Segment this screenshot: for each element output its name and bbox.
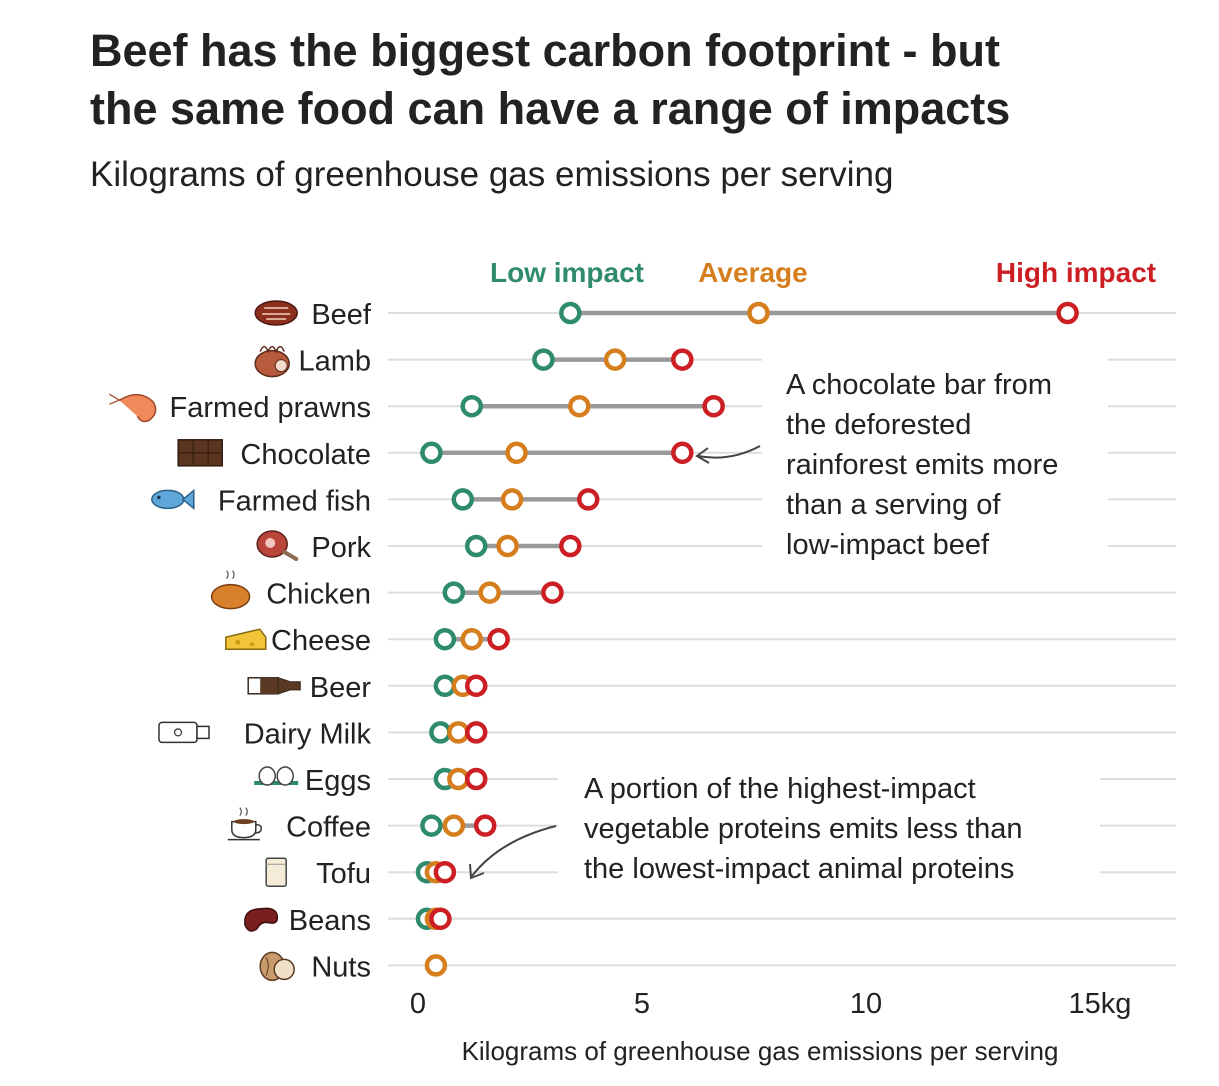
chocolate-bar-icon (177, 439, 223, 467)
category-label: Beer (310, 672, 372, 704)
chart-title: Beef has the biggest carbon footprint - … (90, 22, 1190, 138)
high-impact-point (464, 767, 488, 791)
annotations: A chocolate bar from the deforested rainfo… (469, 369, 1058, 885)
bean-icon (244, 907, 279, 932)
nut-icon (259, 951, 295, 982)
annotation-chocolate-arrowhead (695, 447, 710, 464)
milk-bottle-icon (158, 721, 210, 744)
steak-icon (254, 300, 298, 326)
average-point (568, 394, 591, 418)
annotation-vegetable-line: the lowest-impact animal proteins (584, 853, 1014, 885)
average-point (505, 441, 528, 465)
tofu-icon (265, 857, 287, 887)
low-impact-point (442, 581, 466, 604)
chart-title-line-2: the same food can have a range of impact… (90, 83, 1011, 134)
prawn-icon (109, 393, 157, 423)
annotation-chocolate-line: rainforest emits more (786, 449, 1058, 481)
high-impact-point (429, 907, 452, 931)
category-icons (109, 300, 301, 982)
low-impact-point (532, 348, 555, 371)
legend-high-impact: High impact (996, 257, 1156, 288)
x-tick-label: 5 (634, 988, 650, 1020)
category-labels: Beef Lamb Farmed prawns Chocolate Farmed fis… (170, 299, 372, 983)
average-point (478, 581, 501, 604)
low-impact-point (433, 627, 457, 651)
category-label: Cheese (271, 625, 371, 657)
high-impact-point (487, 627, 510, 651)
category-label: Chocolate (240, 439, 371, 471)
x-tick-label: 15kg (1069, 988, 1132, 1020)
coffee-cup-icon (227, 807, 262, 841)
annotation-chocolate-arrow (697, 445, 761, 459)
category-label: Eggs (305, 765, 371, 797)
average-point (442, 814, 466, 837)
category-label: Lamb (298, 346, 371, 378)
category-label: Farmed prawns (170, 392, 371, 424)
high-impact-point (702, 394, 725, 418)
average-point (447, 721, 470, 744)
low-impact-point (420, 814, 443, 837)
annotation-vegetable-arrow (471, 825, 557, 877)
fish-icon (151, 488, 195, 510)
category-label: Nuts (311, 951, 371, 983)
category-label: Tofu (316, 858, 371, 890)
average-point (424, 954, 448, 977)
legend-average: Average (698, 257, 807, 288)
low-impact-point (451, 488, 475, 511)
category-label: Pork (311, 532, 371, 564)
low-impact-point (559, 301, 582, 325)
category-label: Beans (289, 905, 371, 937)
average-point (747, 301, 770, 325)
lamb-leg-icon (254, 345, 290, 378)
high-impact-point (576, 488, 600, 511)
annotation-chocolate-line: the deforested (786, 409, 971, 441)
chart-subtitle: Kilograms of greenhouse gas emissions pe… (90, 155, 894, 194)
annotation-vegetable-arrowhead (469, 863, 485, 880)
annotation-vegetable-line: A portion of the highest-impact (584, 773, 976, 805)
low-impact-point (460, 394, 484, 418)
annotation-chocolate-line: A chocolate bar from (786, 369, 1052, 401)
cheese-icon (225, 628, 267, 650)
high-impact-point (671, 348, 694, 371)
high-impact-point (464, 674, 488, 698)
legend-low-impact: Low impact (490, 257, 644, 288)
chart-title-line-1: Beef has the biggest carbon footprint - … (90, 25, 1000, 76)
category-label: Farmed fish (218, 485, 371, 517)
legend: Low impact Average High impact (490, 257, 1156, 288)
low-impact-point (464, 534, 488, 558)
high-impact-point (473, 814, 497, 837)
x-tick-label: 10 (850, 988, 882, 1020)
average-point (460, 627, 484, 651)
data-points (415, 301, 1079, 977)
high-impact-point (541, 581, 564, 604)
beer-bottle-icon (247, 676, 301, 695)
high-impact-point (464, 721, 488, 744)
annotation-vegetable-line: vegetable proteins emits less than (584, 813, 1022, 845)
eggs-icon (254, 766, 299, 786)
high-impact-point (671, 441, 694, 465)
high-impact-point (1056, 301, 1079, 325)
category-label: Beef (311, 299, 372, 331)
ham-icon (256, 530, 299, 561)
category-label: Chicken (266, 579, 371, 611)
average-point (447, 767, 470, 791)
low-impact-point (433, 674, 457, 698)
average-point (500, 488, 524, 511)
roast-chicken-icon (210, 570, 251, 610)
x-axis-label: Kilograms of greenhouse gas emissions pe… (462, 1036, 1059, 1066)
high-impact-point (433, 860, 457, 884)
category-label: Dairy Milk (244, 718, 372, 750)
high-impact-point (559, 534, 582, 558)
x-axis: 0 5 10 15kg Kilograms of greenhouse gas emis… (410, 988, 1132, 1066)
x-tick-label: 0 (410, 988, 426, 1020)
annotation-chocolate-line: low-impact beef (786, 529, 990, 561)
low-impact-point (420, 441, 443, 465)
low-impact-point (429, 721, 452, 744)
average-point (603, 348, 627, 371)
category-label: Coffee (286, 812, 371, 844)
average-point (496, 534, 519, 558)
annotation-chocolate-line: than a serving of (786, 489, 1001, 521)
